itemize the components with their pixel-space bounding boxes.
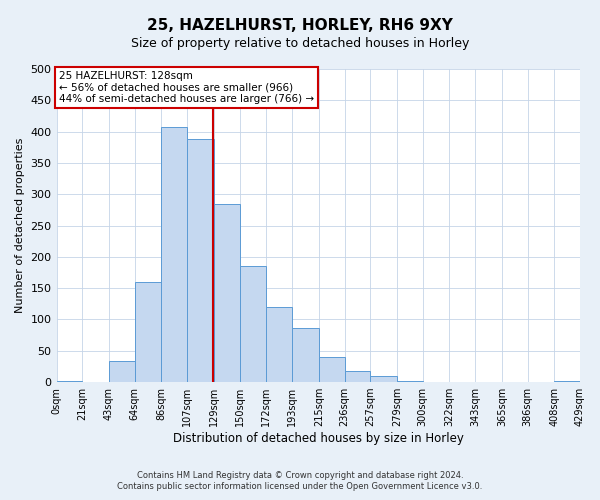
Text: Size of property relative to detached houses in Horley: Size of property relative to detached ho… [131, 38, 469, 51]
Y-axis label: Number of detached properties: Number of detached properties [15, 138, 25, 313]
Bar [397, 381, 422, 382]
Bar [214, 204, 239, 382]
Bar [134, 282, 161, 382]
Text: 25, HAZELHURST, HORLEY, RH6 9XY: 25, HAZELHURST, HORLEY, RH6 9XY [147, 18, 453, 32]
Bar [109, 362, 134, 382]
Bar [161, 126, 187, 382]
Bar [56, 381, 82, 382]
Bar [554, 381, 580, 382]
Text: Contains HM Land Registry data © Crown copyright and database right 2024.: Contains HM Land Registry data © Crown c… [137, 471, 463, 480]
Bar [319, 357, 344, 382]
Bar [266, 307, 292, 382]
Bar [187, 139, 214, 382]
Bar [292, 328, 319, 382]
X-axis label: Distribution of detached houses by size in Horley: Distribution of detached houses by size … [173, 432, 464, 445]
Text: 25 HAZELHURST: 128sqm
← 56% of detached houses are smaller (966)
44% of semi-det: 25 HAZELHURST: 128sqm ← 56% of detached … [59, 71, 314, 104]
Bar [239, 266, 266, 382]
Bar [344, 371, 370, 382]
Bar [370, 376, 397, 382]
Text: Contains public sector information licensed under the Open Government Licence v3: Contains public sector information licen… [118, 482, 482, 491]
